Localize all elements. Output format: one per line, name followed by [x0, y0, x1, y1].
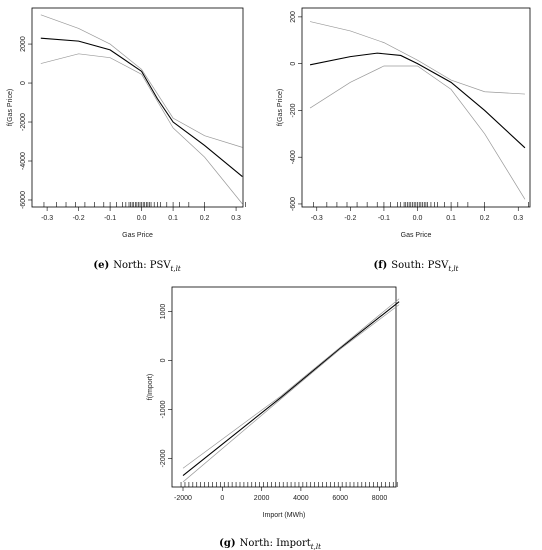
x-tick-label: 8000	[372, 495, 388, 502]
y-tick-label: -200	[290, 103, 297, 117]
y-tick-label: 0	[160, 358, 167, 362]
x-tick-label: -0.3	[41, 215, 53, 222]
x-tick-label: -2000	[174, 495, 192, 502]
x-tick-label: 4000	[293, 495, 309, 502]
caption-text: South: PSV	[391, 260, 449, 271]
y-tick-label: -600	[290, 197, 297, 211]
x-axis-label: Import (MWh)	[263, 512, 306, 519]
x-tick-label: 0.0	[413, 215, 423, 222]
y-axis-label: f(Gas Price)	[7, 89, 14, 126]
panel: -0.3 -0.2 -0.1 0.0 0.1 0.2 0.3 -6000 -4000 -2000 0…	[7, 7, 246, 273]
x-tick-label: -0.2	[344, 215, 356, 222]
y-tick-label: -400	[290, 150, 297, 164]
panel: -0.3 -0.2 -0.1 0.0 0.1 0.2 0.3 -600 -400 -200 0 200…	[277, 7, 531, 273]
x-axis-label: Gas Price	[401, 232, 432, 239]
y-tick-label: -2000	[160, 449, 167, 467]
x-tick-label: 0.1	[446, 215, 456, 222]
fit-line	[309, 52, 526, 149]
caption-subscript: t,lt	[171, 265, 181, 273]
fit-line	[182, 298, 400, 469]
fit-line	[182, 301, 400, 477]
y-axis-label: f(Import)	[147, 374, 154, 400]
y-tick-label: -1000	[160, 400, 167, 418]
x-tick-label: 6000	[332, 495, 348, 502]
caption-subscript: t,lt	[311, 543, 321, 550]
x-tick-label: 0.3	[231, 215, 241, 222]
caption: (g) North: Importt,lt	[219, 538, 321, 550]
caption-label: (f)	[374, 260, 388, 271]
plot-frame	[171, 286, 397, 488]
fit-line	[40, 53, 243, 205]
fit-line	[309, 65, 526, 200]
plot-frame	[31, 7, 244, 208]
x-tick-label: 0.2	[480, 215, 490, 222]
y-tick-label: 1000	[160, 304, 167, 320]
fit-line	[182, 304, 400, 483]
y-tick-label: 0	[290, 62, 297, 66]
caption: (e) North: PSVt,lt	[93, 260, 180, 273]
y-tick-label: -6000	[20, 191, 27, 209]
x-tick-label: 0.1	[168, 215, 178, 222]
x-tick-label: 0	[220, 495, 224, 502]
x-tick-label: 0.2	[200, 215, 210, 222]
x-tick-label: -0.3	[311, 215, 323, 222]
x-tick-label: -0.1	[378, 215, 390, 222]
fit-line	[40, 37, 243, 178]
y-axis-label: f(Gas Price)	[277, 89, 284, 126]
x-tick-label: 0.3	[513, 215, 523, 222]
caption-text: North: PSV	[113, 260, 171, 271]
x-tick-label: -0.2	[73, 215, 85, 222]
x-tick-label: -0.1	[104, 215, 116, 222]
caption-label: (e)	[93, 260, 109, 271]
x-tick-label: 0.0	[137, 215, 147, 222]
caption: (f) South: PSVt,lt	[374, 260, 459, 273]
fit-line	[40, 14, 243, 148]
caption-subscript: t,lt	[448, 265, 458, 273]
y-tick-label: 200	[290, 11, 297, 23]
plot-frame	[301, 7, 531, 208]
x-axis-label: Gas Price	[122, 232, 153, 239]
y-tick-label: 0	[20, 81, 27, 85]
fit-line	[309, 21, 525, 95]
y-tick-label: 2000	[20, 36, 27, 52]
caption-text: North: Import	[240, 538, 311, 549]
y-tick-label: -4000	[20, 152, 27, 170]
x-tick-label: 2000	[254, 495, 270, 502]
y-tick-label: -2000	[20, 113, 27, 131]
caption-label: (g)	[219, 538, 235, 549]
panel: -2000 0 2000 4000 6000 8000 -2000 -1000 0 1000 Imp…	[147, 286, 400, 550]
